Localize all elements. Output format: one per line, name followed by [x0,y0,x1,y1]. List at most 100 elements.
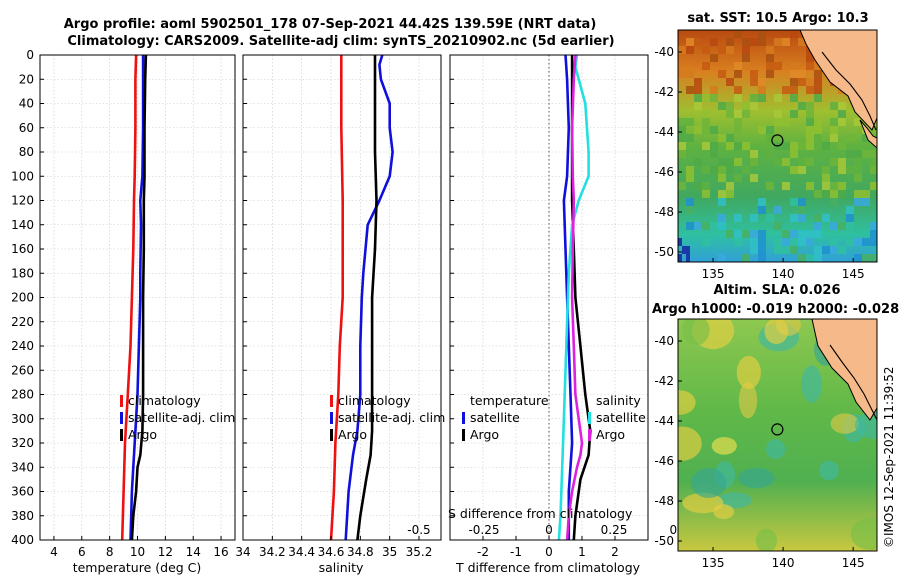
legend-swatch-argo [330,429,333,441]
sst-cell [806,54,814,62]
sst-cell [822,166,830,174]
sst-cell-cold [686,246,690,254]
sla-blob [682,319,710,346]
sst-cell [806,118,814,126]
sst-cell [838,246,846,254]
sst-cell [870,166,877,174]
x-tick-label: -2 [477,545,489,559]
sst-cell [846,238,854,246]
sst-land [799,30,877,131]
legend-swatch-satellite [330,412,333,424]
sst-cell [734,214,742,222]
sst-cell [846,134,854,142]
sst-cell [854,166,862,174]
sst-cell [806,86,814,94]
salinity-panel: 34 34.2 34.4 34.6 34.8 35 35.2 salinity climat… [235,54,445,575]
legend-swatch-t-argo [462,429,465,441]
series-line-t-satellite [562,54,574,540]
map-x-tick-label: 140 [772,556,795,570]
depth-tick-label: 160 [11,242,34,256]
sla-blob [713,504,735,520]
sst-cell [830,118,838,126]
depth-tick-label: 200 [11,291,34,305]
sst-cell [694,38,702,46]
sst-cell [678,118,686,126]
sst-cell [782,238,790,246]
sst-cell [862,238,870,246]
sst-cell [694,78,702,86]
map-y-tick-label: -42 [654,85,674,99]
sst-cell [798,254,806,262]
sst-cell [710,94,718,102]
x-tick-label: 2 [611,545,619,559]
x-tick-label: 1 [578,545,586,559]
sst-cell [814,246,822,254]
sst-cell [790,78,798,86]
sst-cell [726,142,734,150]
x-tick-label: 8 [106,545,114,559]
depth-tick-label: 360 [11,485,34,499]
sst-cell [710,166,718,174]
sst-cell [782,158,790,166]
sst-cell [862,134,870,142]
sst-cell [750,174,758,182]
s-difference-label: S difference from climatology [448,506,633,521]
s-tick-label: -0.5 [407,523,430,537]
sst-cell [814,94,822,102]
sst-cell [822,142,830,150]
x-tick-label: 34.2 [259,545,286,559]
sst-cell [790,70,798,78]
sst-cell [790,230,798,238]
sst-cell [702,62,710,70]
sst-cell [862,198,870,206]
sst-cell [734,110,742,118]
sst-cell [854,198,862,206]
sst-cell [854,150,862,158]
sst-cell [758,230,766,238]
sst-cell [758,206,766,214]
sla-blob [736,355,761,389]
sla-blob [717,492,752,509]
sla-yticks: -40 -42 -44 -46 -48 -50 [654,334,682,548]
sst-cell [766,150,774,158]
sst-cell [870,150,877,158]
sst-cell [830,246,838,254]
depth-tick-label: 220 [11,315,34,329]
sst-cell [766,54,774,62]
sst-cell [774,238,782,246]
temperature-xlabel: temperature (deg C) [73,560,202,575]
sst-cell [678,46,686,54]
temperature-xticks: 4 6 8 10 12 14 16 [50,536,229,559]
sst-cell [774,158,782,166]
sst-cell [758,126,766,134]
series-line-satellite-adj-clim [129,55,145,541]
sst-cell [766,134,774,142]
sst-cell [734,118,742,126]
sst-cell [742,110,750,118]
sst-cell [854,158,862,166]
sla-blob [738,382,758,419]
sst-cell [686,206,694,214]
sst-cell [830,182,838,190]
depth-tick-label: 0 [26,48,34,62]
depth-tick-label: 300 [11,412,34,426]
sla-blob [678,390,696,415]
sla-blob [830,413,859,434]
sst-cell [758,198,766,206]
depth-ticks: 0 20 40 60 80 100 120 140 160 180 200 220 240 260 280 3… [11,48,34,547]
sla-argo-position [771,423,784,436]
salinity-legend: climatology satellite-adj. clim Argo [330,393,445,442]
s-tick-label: 0 [545,523,553,537]
sst-cell [782,182,790,190]
sst-cell [814,126,822,134]
sst-cell [790,30,798,38]
sst-cell [814,70,822,78]
sst-map-panel: sat. SST: 10.5 Argo: 10.3 135 140 145 -40-… [654,11,878,281]
sst-cell [726,158,734,166]
sst-cell [838,102,846,110]
sst-cell [686,38,694,46]
sst-cell [742,230,750,238]
sst-argo-position [771,134,784,147]
sst-cell [686,86,694,94]
series-line-satellite-adj-clim [344,54,394,541]
